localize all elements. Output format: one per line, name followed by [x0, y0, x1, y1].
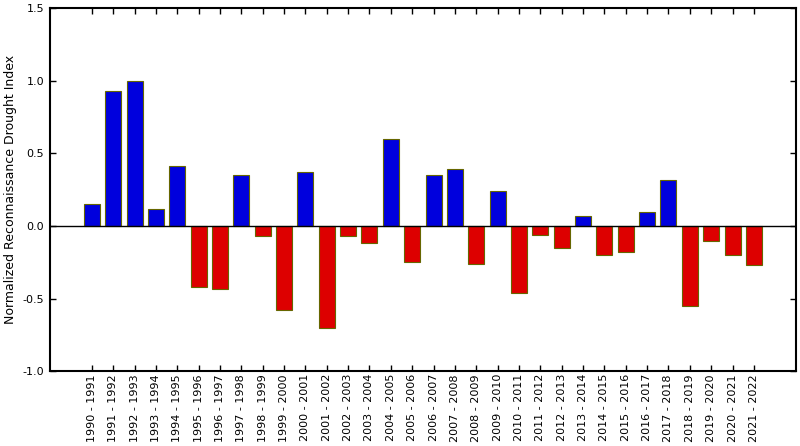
Bar	[190, 226, 206, 287]
Bar	[105, 91, 121, 226]
Bar	[639, 211, 655, 226]
Bar	[383, 139, 399, 226]
Bar	[318, 226, 334, 328]
Bar	[746, 226, 762, 265]
Bar	[234, 175, 250, 226]
Bar	[84, 204, 100, 226]
Bar	[511, 226, 527, 293]
Bar	[254, 226, 270, 236]
Bar	[340, 226, 356, 236]
Bar	[298, 172, 314, 226]
Bar	[212, 226, 228, 289]
Bar	[661, 180, 677, 226]
Y-axis label: Normalized Reconnaissance Drought Index: Normalized Reconnaissance Drought Index	[4, 55, 17, 324]
Bar	[276, 226, 292, 310]
Bar	[362, 226, 378, 244]
Bar	[490, 191, 506, 226]
Bar	[404, 226, 420, 262]
Bar	[554, 226, 570, 248]
Bar	[126, 81, 142, 226]
Bar	[703, 226, 719, 240]
Bar	[468, 226, 484, 264]
Bar	[725, 226, 741, 255]
Bar	[575, 216, 591, 226]
Bar	[532, 226, 548, 235]
Bar	[447, 169, 463, 226]
Bar	[618, 226, 634, 252]
Bar	[682, 226, 698, 306]
Bar	[426, 175, 442, 226]
Bar	[148, 209, 164, 226]
Bar	[170, 166, 186, 226]
Bar	[597, 226, 613, 255]
